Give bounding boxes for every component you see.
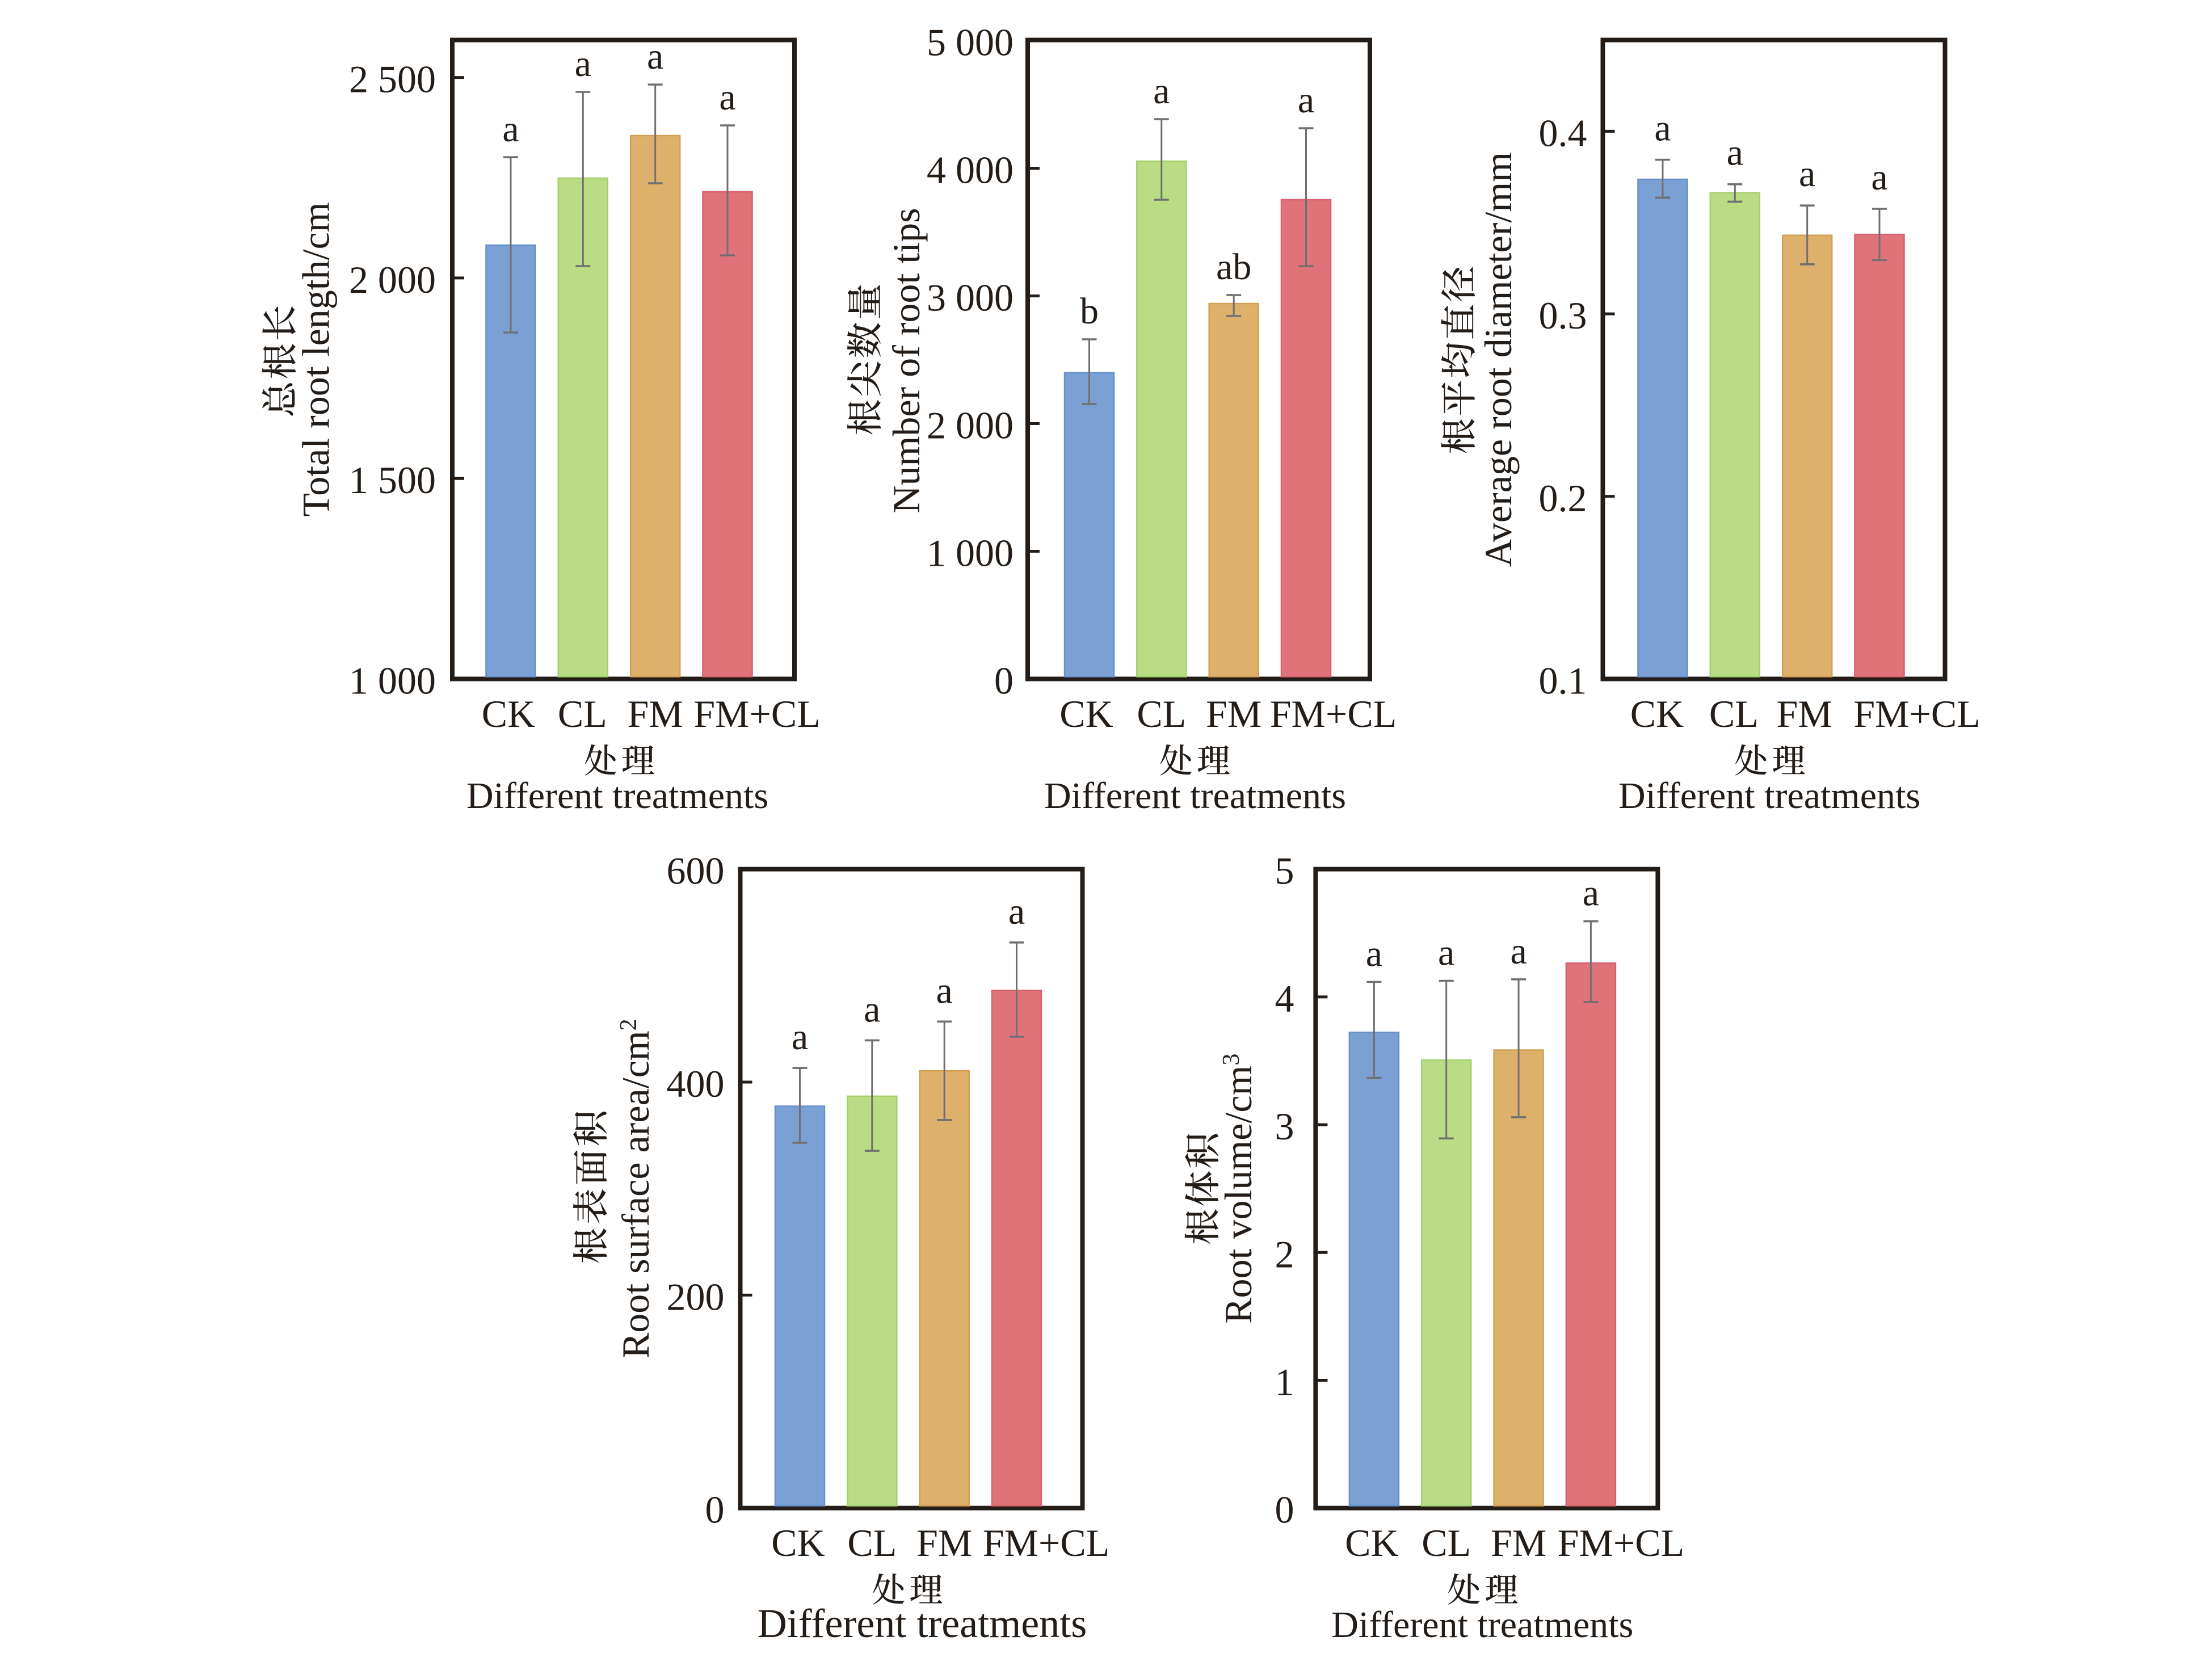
svg-text:0: 0 bbox=[1275, 1488, 1294, 1531]
svg-text:0.1: 0.1 bbox=[1539, 659, 1587, 702]
svg-text:3 000: 3 000 bbox=[927, 276, 1014, 319]
svg-text:a: a bbox=[1438, 932, 1454, 974]
svg-text:a: a bbox=[575, 43, 591, 85]
svg-text:CK: CK bbox=[1630, 692, 1684, 735]
svg-text:Total root length/cm: Total root length/cm bbox=[295, 202, 338, 516]
svg-text:2 500: 2 500 bbox=[349, 58, 436, 101]
svg-text:b: b bbox=[1080, 291, 1099, 332]
svg-text:a: a bbox=[792, 1016, 808, 1058]
svg-text:FM+CL: FM+CL bbox=[983, 1521, 1110, 1564]
svg-text:CL: CL bbox=[1709, 692, 1759, 735]
svg-text:1 000: 1 000 bbox=[927, 532, 1014, 575]
svg-text:ab: ab bbox=[1216, 246, 1251, 288]
svg-text:2: 2 bbox=[1275, 1232, 1294, 1276]
svg-text:a: a bbox=[1871, 157, 1887, 198]
svg-text:FM+CL: FM+CL bbox=[1558, 1521, 1685, 1564]
svg-text:Different treatments: Different treatments bbox=[1331, 1604, 1633, 1646]
svg-text:5 000: 5 000 bbox=[927, 21, 1014, 64]
svg-text:FM+CL: FM+CL bbox=[693, 692, 821, 735]
svg-text:a: a bbox=[719, 77, 735, 118]
svg-text:200: 200 bbox=[667, 1275, 725, 1318]
svg-text:FM: FM bbox=[1491, 1521, 1546, 1564]
svg-text:4: 4 bbox=[1275, 977, 1294, 1020]
svg-text:Root surface area/cm2: Root surface area/cm2 bbox=[614, 1019, 657, 1358]
svg-text:FM+CL: FM+CL bbox=[1270, 692, 1397, 735]
svg-text:FM: FM bbox=[916, 1521, 972, 1564]
svg-text:a: a bbox=[1727, 132, 1743, 174]
svg-text:600: 600 bbox=[667, 849, 725, 893]
svg-text:3: 3 bbox=[1275, 1105, 1294, 1148]
svg-text:a: a bbox=[647, 36, 663, 77]
svg-text:Average root diameter/mm: Average root diameter/mm bbox=[1477, 152, 1520, 567]
svg-text:a: a bbox=[1366, 933, 1382, 974]
svg-text:a: a bbox=[936, 970, 953, 1011]
svg-text:FM: FM bbox=[1777, 692, 1832, 735]
svg-text:5: 5 bbox=[1275, 849, 1294, 893]
svg-text:CK: CK bbox=[771, 1521, 825, 1564]
svg-text:1 500: 1 500 bbox=[349, 458, 436, 502]
svg-text:2 000: 2 000 bbox=[927, 404, 1014, 447]
svg-text:4 000: 4 000 bbox=[927, 149, 1014, 192]
svg-text:a: a bbox=[1654, 108, 1671, 149]
svg-text:FM+CL: FM+CL bbox=[1853, 692, 1980, 735]
svg-text:a: a bbox=[1008, 891, 1025, 932]
svg-text:CL: CL bbox=[1422, 1521, 1471, 1564]
svg-text:0: 0 bbox=[705, 1488, 725, 1531]
svg-text:CL: CL bbox=[847, 1521, 897, 1564]
svg-text:a: a bbox=[1583, 873, 1599, 914]
svg-text:Different treatments: Different treatments bbox=[758, 1601, 1087, 1646]
svg-text:a: a bbox=[864, 988, 880, 1030]
svg-text:CK: CK bbox=[1059, 692, 1113, 735]
svg-text:CL: CL bbox=[558, 692, 607, 735]
svg-text:CK: CK bbox=[482, 692, 535, 735]
svg-text:CK: CK bbox=[1345, 1521, 1398, 1564]
svg-text:Different treatments: Different treatments bbox=[1618, 775, 1920, 817]
svg-text:0.4: 0.4 bbox=[1539, 111, 1587, 154]
svg-text:1: 1 bbox=[1275, 1361, 1294, 1404]
svg-text:1 000: 1 000 bbox=[349, 659, 436, 702]
svg-text:FM: FM bbox=[1206, 692, 1261, 735]
svg-text:0: 0 bbox=[994, 659, 1014, 702]
svg-text:Root volume/cm3: Root volume/cm3 bbox=[1217, 1054, 1260, 1324]
svg-text:0.3: 0.3 bbox=[1539, 294, 1587, 337]
svg-text:Different treatments: Different treatments bbox=[466, 775, 768, 817]
svg-text:CL: CL bbox=[1137, 692, 1186, 735]
svg-text:a: a bbox=[502, 108, 519, 150]
svg-text:a: a bbox=[1298, 79, 1314, 121]
svg-text:a: a bbox=[1799, 153, 1815, 195]
svg-text:Number of root tips: Number of root tips bbox=[885, 208, 928, 513]
svg-text:a: a bbox=[1510, 931, 1526, 972]
svg-text:0.2: 0.2 bbox=[1539, 477, 1587, 520]
svg-text:400: 400 bbox=[667, 1062, 725, 1105]
svg-text:2 000: 2 000 bbox=[349, 258, 436, 301]
svg-text:a: a bbox=[1153, 70, 1170, 112]
svg-text:Different treatments: Different treatments bbox=[1044, 775, 1346, 817]
svg-text:FM: FM bbox=[628, 692, 683, 735]
